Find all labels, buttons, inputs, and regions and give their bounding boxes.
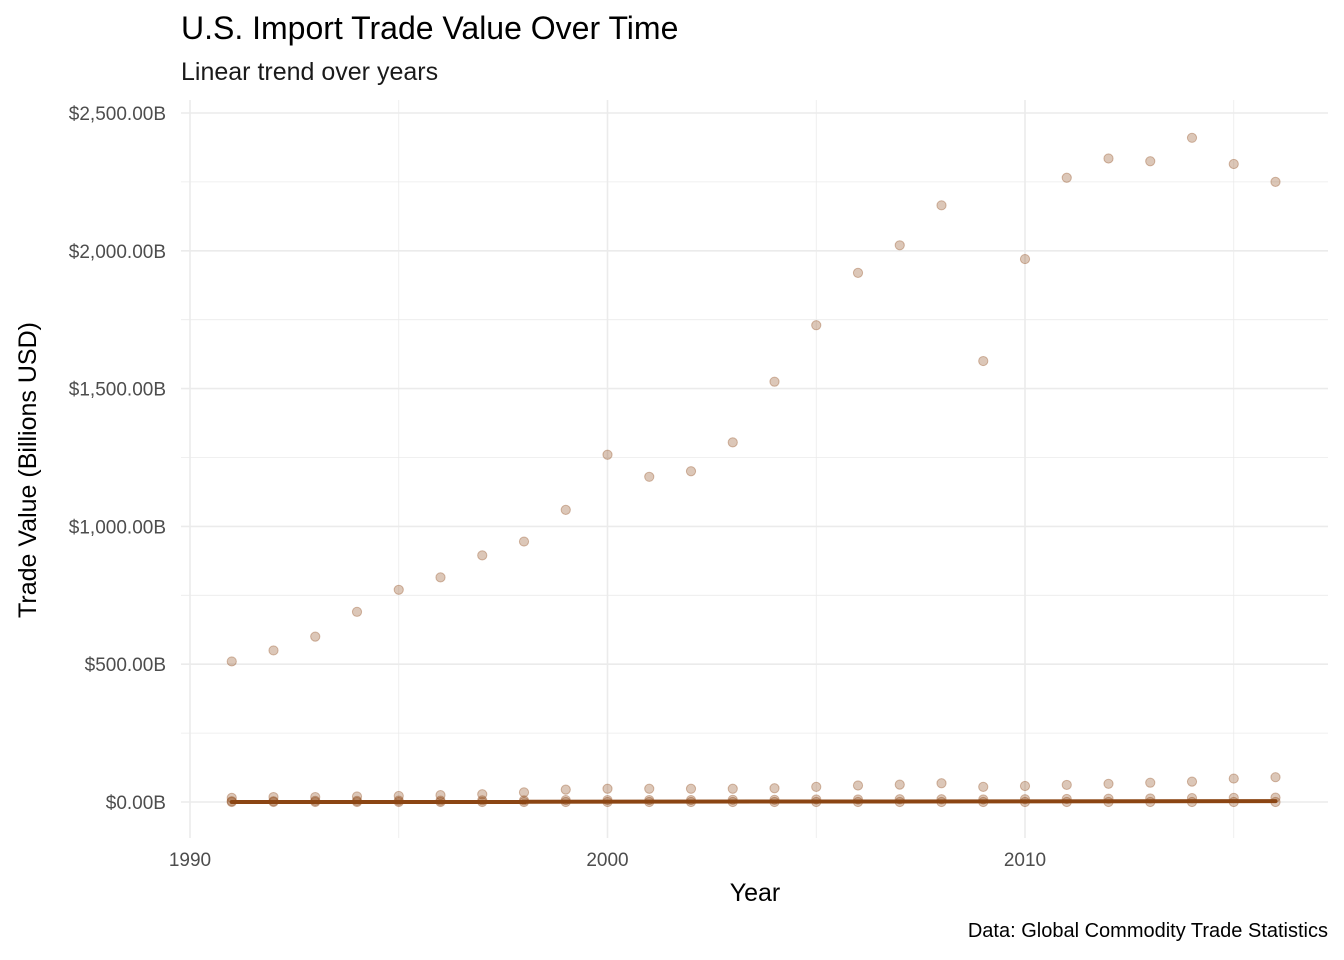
data-point [1019,780,1031,792]
x-tick-label: 2010 [1004,850,1046,871]
data-point [727,783,738,794]
data-point [560,784,571,795]
data-point [1270,176,1281,187]
data-point [894,240,905,251]
data-point [894,779,905,790]
chart-subtitle: Linear trend over years [181,58,439,86]
data-point [685,783,697,794]
chart-caption: Data: Global Commodity Trade Statistics [967,920,1328,942]
data-point [435,790,446,801]
data-point [936,200,947,211]
data-point [769,783,780,794]
x-tick-label: 1990 [169,850,211,871]
data-point [226,656,237,667]
trend-line [229,799,1278,804]
x-tick-label: 2000 [586,850,628,871]
data-point [602,783,613,794]
data-point [310,631,321,642]
y-tick-label: $0.00B [106,793,166,814]
data-point [852,780,864,791]
y-tick-label: $1,000.00B [69,517,166,538]
data-point [560,504,571,515]
data-point [1145,777,1156,788]
x-axis-title: Year [730,879,781,907]
data-point [351,606,363,617]
data-point [602,449,613,460]
data-point [1228,773,1239,784]
data-point [1228,158,1239,170]
data-point [477,550,488,561]
data-point [1061,172,1072,183]
chart-title: U.S. Import Trade Value Over Time [181,10,679,46]
data-points [226,132,1281,808]
data-point [1103,153,1114,164]
y-axis-ticks: $0.00B $500.00B $1,000.00B $1,500.00B $2,000… [69,104,166,814]
trend-line-group [229,799,1278,804]
data-point [1186,776,1198,787]
x-axis-ticks: 1990 2000 2010 [169,850,1046,871]
grid-lines [181,100,1328,838]
y-tick-label: $500.00B [85,655,166,676]
data-point [1270,772,1281,783]
data-point [268,645,279,656]
data-point [393,584,404,595]
data-point [518,787,530,798]
data-point [1061,779,1072,791]
data-point [1145,156,1156,167]
data-point [978,355,989,367]
data-point [1019,253,1031,265]
data-point [852,267,864,278]
data-point [685,466,697,477]
y-axis-title: Trade Value (Billions USD) [14,322,42,618]
y-tick-label: $1,500.00B [69,380,166,401]
data-point [727,437,738,448]
data-point [518,536,530,547]
y-tick-label: $2,000.00B [69,242,166,263]
y-tick-label: $2,500.00B [69,104,166,125]
data-point [435,572,446,583]
data-point [644,783,655,794]
data-point [1103,778,1114,789]
data-point [978,781,989,792]
data-point [644,471,655,482]
data-point [811,320,822,331]
data-point [769,376,780,387]
data-point [1186,132,1198,143]
data-point [936,778,947,789]
data-point [477,789,488,800]
data-point [811,781,822,792]
